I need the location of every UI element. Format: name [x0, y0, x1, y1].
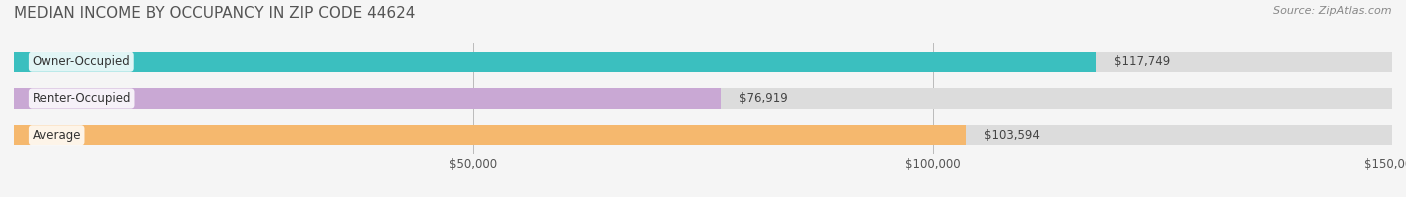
Text: Owner-Occupied: Owner-Occupied	[32, 55, 131, 68]
Text: $103,594: $103,594	[984, 129, 1040, 142]
Text: Renter-Occupied: Renter-Occupied	[32, 92, 131, 105]
Bar	[14, 88, 721, 109]
Text: $76,919: $76,919	[740, 92, 787, 105]
Bar	[14, 52, 1392, 72]
Text: Average: Average	[32, 129, 82, 142]
Bar	[14, 52, 1095, 72]
Text: Source: ZipAtlas.com: Source: ZipAtlas.com	[1274, 6, 1392, 16]
Bar	[14, 125, 966, 145]
Text: $117,749: $117,749	[1114, 55, 1170, 68]
Text: MEDIAN INCOME BY OCCUPANCY IN ZIP CODE 44624: MEDIAN INCOME BY OCCUPANCY IN ZIP CODE 4…	[14, 6, 415, 21]
Bar	[14, 88, 1392, 109]
Bar	[14, 125, 1392, 145]
